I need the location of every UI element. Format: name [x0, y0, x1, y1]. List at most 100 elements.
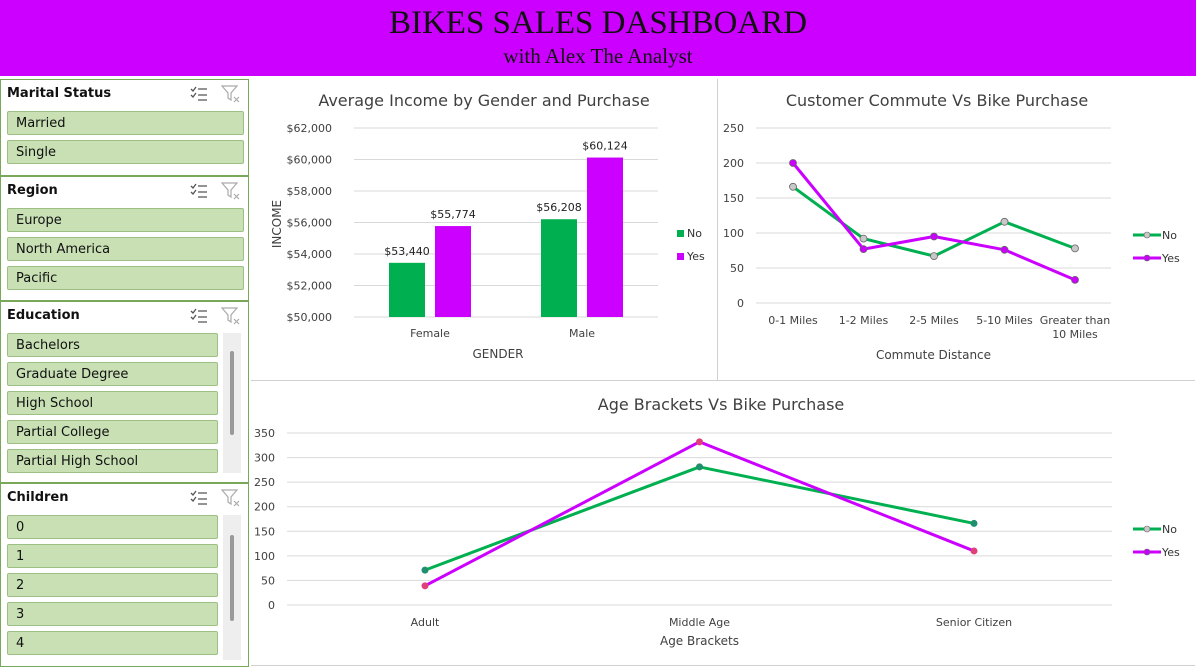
- scrollbar-thumb[interactable]: [230, 535, 234, 621]
- y-tick-label: $58,000: [287, 185, 333, 198]
- y-tick-label: 150: [254, 525, 275, 538]
- y-tick-label: 200: [723, 157, 744, 170]
- slicer-item[interactable]: Graduate Degree: [7, 362, 218, 386]
- multi-select-icon[interactable]: [189, 84, 209, 104]
- y-tick-label: 100: [254, 550, 275, 563]
- chart-title: Age Brackets Vs Bike Purchase: [598, 395, 845, 414]
- slicer-title: Region: [7, 183, 58, 198]
- x-axis-label: Commute Distance: [876, 348, 991, 362]
- y-tick-label: $50,000: [287, 311, 333, 324]
- bar: [389, 262, 425, 317]
- slicer-item[interactable]: Married: [7, 111, 244, 135]
- data-point: [789, 182, 797, 191]
- x-tick-label: 5-10 Miles: [976, 314, 1033, 327]
- y-tick-label: 300: [254, 452, 275, 465]
- dashboard-title: BIKES SALES DASHBOARD: [388, 5, 808, 41]
- clear-filter-icon[interactable]: [221, 181, 241, 201]
- multi-select-icon[interactable]: [189, 488, 209, 508]
- multi-select-icon[interactable]: [189, 181, 209, 201]
- slicer-children: Children 0 1 2 3 4: [0, 483, 249, 667]
- scrollbar[interactable]: [223, 515, 241, 660]
- data-point: [789, 159, 797, 167]
- data-point: [970, 547, 978, 555]
- y-tick-label: 200: [254, 501, 275, 514]
- legend-label: No: [687, 227, 702, 240]
- data-point: [421, 582, 429, 590]
- legend-label: Yes: [1161, 546, 1180, 559]
- legend-marker: [1143, 254, 1151, 262]
- y-tick-label: 50: [261, 574, 275, 587]
- data-label: $56,208: [536, 201, 582, 214]
- slicer-title: Children: [7, 490, 69, 505]
- legend-label: Yes: [686, 250, 705, 263]
- legend-swatch: [677, 230, 684, 237]
- series-line: [792, 185, 1076, 258]
- slicer-item[interactable]: Europe: [7, 208, 244, 232]
- legend-label: No: [1162, 229, 1177, 242]
- clear-filter-icon[interactable]: [221, 488, 241, 508]
- data-point: [1071, 275, 1079, 284]
- legend-marker: [1143, 525, 1151, 533]
- y-tick-label: 150: [723, 192, 744, 205]
- income-by-gender-chart: Average Income by Gender and Purchase $50…: [251, 79, 717, 379]
- slicer-item[interactable]: 3: [7, 602, 218, 626]
- data-point: [930, 252, 938, 261]
- slicer-item[interactable]: 2: [7, 573, 218, 597]
- slicer-item[interactable]: High School: [7, 391, 218, 415]
- data-point: [696, 463, 703, 471]
- y-tick-label: 100: [723, 227, 744, 240]
- age-vs-purchase-chart: Age Brackets Vs Bike Purchase 0 50 100 150 20…: [251, 382, 1195, 665]
- y-tick-label: 250: [254, 476, 275, 489]
- slicer-title: Marital Status: [7, 86, 112, 101]
- slicer-marital-status: Marital Status Married Single: [0, 79, 249, 176]
- slicer-title: Education: [7, 308, 80, 323]
- data-point: [859, 245, 868, 254]
- bar: [587, 157, 623, 317]
- slicer-item[interactable]: Partial College: [7, 420, 218, 444]
- y-tick-label: 0: [268, 599, 275, 612]
- data-point: [696, 438, 703, 446]
- y-tick-label: 50: [730, 262, 744, 275]
- x-tick-label: Male: [569, 327, 595, 340]
- slicer-item[interactable]: North America: [7, 237, 244, 261]
- slicer-education: Education Bachelors Graduate Degree High…: [0, 301, 249, 483]
- scrollbar[interactable]: [223, 333, 241, 473]
- x-tick-label: Adult: [411, 616, 440, 629]
- slicer-item[interactable]: 0: [7, 515, 218, 539]
- slicer-item[interactable]: 1: [7, 544, 218, 568]
- y-tick-label: $62,000: [287, 122, 333, 135]
- y-tick-label: $54,000: [287, 248, 333, 261]
- data-point: [970, 519, 978, 527]
- slicer-item[interactable]: Bachelors: [7, 333, 218, 357]
- data-label: $60,124: [582, 140, 628, 153]
- x-tick-label: Middle Age: [669, 616, 730, 629]
- y-tick-label: $56,000: [287, 217, 333, 230]
- legend-label: Yes: [1161, 252, 1180, 265]
- bar: [541, 219, 577, 317]
- data-label: $53,440: [384, 245, 430, 258]
- bar: [435, 226, 471, 317]
- slicer-item[interactable]: Partial High School: [7, 449, 218, 473]
- legend-label: No: [1162, 523, 1177, 536]
- panel-divider: [251, 665, 1195, 666]
- multi-select-icon[interactable]: [189, 306, 209, 326]
- data-point: [1000, 217, 1009, 226]
- scrollbar-thumb[interactable]: [230, 351, 234, 435]
- clear-filter-icon[interactable]: [221, 306, 241, 326]
- slicer-item[interactable]: Pacific: [7, 266, 244, 290]
- x-tick-label: 0-1 Miles: [768, 314, 818, 327]
- chart-title: Customer Commute Vs Bike Purchase: [786, 91, 1088, 110]
- slicer-item[interactable]: 4: [7, 631, 218, 655]
- y-tick-label: 250: [723, 122, 744, 135]
- x-axis-label: GENDER: [472, 347, 523, 361]
- data-label: $55,774: [430, 208, 476, 221]
- x-tick-label: Female: [410, 327, 450, 340]
- legend-marker: [1143, 548, 1151, 556]
- series-line: [791, 162, 1076, 282]
- y-tick-label: 0: [737, 297, 744, 310]
- slicer-item[interactable]: Single: [7, 140, 244, 164]
- clear-filter-icon[interactable]: [221, 84, 241, 104]
- y-tick-label: $52,000: [287, 280, 333, 293]
- x-tick-label: 2-5 Miles: [909, 314, 959, 327]
- dashboard-subtitle: with Alex The Analyst: [503, 44, 693, 68]
